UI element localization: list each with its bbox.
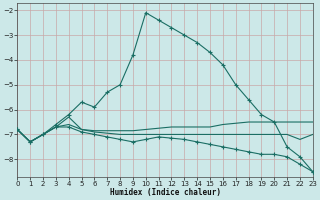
X-axis label: Humidex (Indice chaleur): Humidex (Indice chaleur) xyxy=(109,188,220,197)
